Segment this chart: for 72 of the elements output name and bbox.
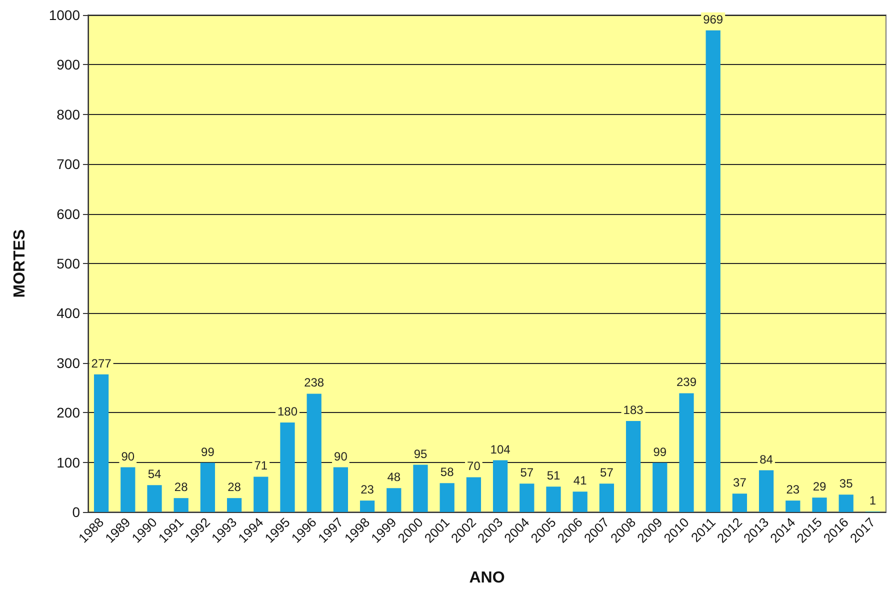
bar	[679, 393, 694, 512]
data-label: 57	[520, 466, 534, 480]
bar	[520, 484, 534, 512]
y-tick-label: 300	[56, 354, 80, 371]
data-label: 90	[334, 449, 348, 464]
data-label: 23	[786, 482, 800, 497]
bar	[626, 421, 641, 512]
data-label: 238	[304, 376, 324, 390]
data-label: 99	[201, 444, 215, 459]
bar	[386, 488, 402, 512]
bar	[599, 484, 614, 512]
data-label: 37	[733, 476, 747, 490]
data-label: 71	[254, 458, 268, 473]
bar	[174, 498, 188, 512]
bar	[466, 477, 482, 512]
data-label: 54	[148, 467, 162, 482]
data-label: 1	[869, 494, 876, 508]
data-label: 969	[703, 12, 724, 26]
data-label: 239	[676, 375, 697, 390]
bar	[254, 476, 268, 512]
y-tick-label: 700	[56, 156, 80, 172]
bar	[413, 464, 428, 512]
data-label: 99	[653, 444, 667, 459]
y-tick-label: 600	[56, 206, 80, 222]
data-label: 95	[414, 446, 428, 461]
data-label: 58	[440, 465, 454, 480]
bar	[280, 422, 295, 512]
bar	[120, 467, 136, 512]
data-label: 28	[228, 480, 242, 494]
bar	[147, 485, 162, 512]
data-label: 84	[760, 452, 774, 466]
bar	[333, 467, 348, 512]
y-tick-label: 0	[72, 504, 80, 520]
y-tick-label: 400	[56, 305, 80, 322]
data-label: 277	[91, 356, 112, 370]
data-label: 29	[812, 480, 826, 494]
bar	[572, 492, 588, 512]
data-label: 70	[467, 459, 481, 474]
bar	[306, 394, 322, 512]
y-tick-label: 1000	[48, 7, 80, 23]
bar	[652, 462, 668, 512]
data-label: 183	[623, 403, 644, 418]
bar	[94, 374, 109, 512]
x-axis-title: ANO	[469, 570, 505, 586]
bar	[812, 498, 827, 512]
data-label: 23	[360, 482, 374, 497]
bar	[838, 494, 854, 512]
bar	[226, 498, 242, 512]
bar	[492, 460, 508, 512]
data-label: 51	[546, 468, 560, 483]
bar	[200, 462, 216, 512]
data-label: 57	[600, 466, 614, 480]
bar	[360, 500, 375, 512]
data-label: 41	[573, 474, 588, 488]
bar	[546, 486, 561, 512]
y-axis-title: MORTES	[12, 228, 28, 298]
bar	[758, 470, 774, 512]
y-tick-label: 900	[56, 56, 80, 73]
y-tick-label: 500	[56, 256, 80, 272]
y-tick-label: 200	[56, 404, 80, 421]
y-tick-label: 800	[56, 106, 80, 122]
bar	[786, 500, 800, 512]
bar	[440, 483, 454, 512]
bar	[706, 30, 720, 512]
data-label: 28	[174, 480, 188, 494]
data-label: 90	[121, 449, 135, 464]
data-label: 35	[839, 476, 854, 491]
data-label: 180	[277, 404, 298, 419]
bar	[732, 494, 748, 512]
y-tick-label: 100	[56, 454, 80, 470]
data-label: 48	[387, 470, 401, 484]
data-label: 104	[490, 442, 511, 456]
